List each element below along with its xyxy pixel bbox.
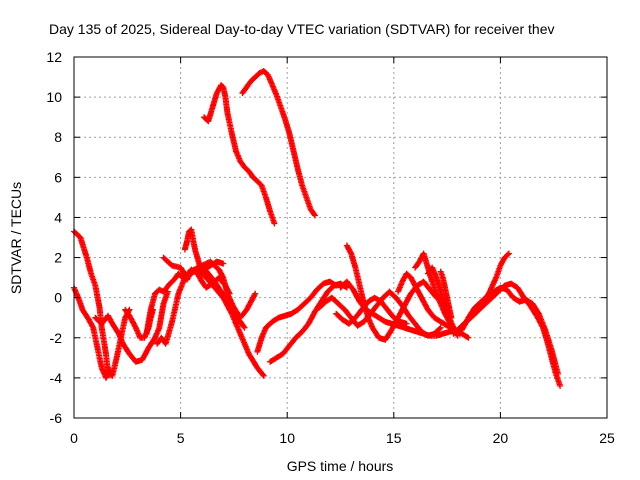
series-arc-17	[333, 294, 410, 327]
series-markers	[437, 268, 455, 321]
series-arc-10	[201, 82, 278, 227]
grid-lines	[74, 57, 607, 418]
series-arc-3	[92, 288, 171, 365]
x-tick-label: 15	[386, 430, 402, 446]
x-axis-label: GPS time / hours	[287, 458, 394, 474]
series-arc-24	[461, 250, 512, 327]
series-markers	[267, 280, 350, 365]
y-tick-label: 8	[54, 129, 62, 145]
y-tick-label: 4	[54, 209, 62, 225]
y-tick-label: 6	[54, 169, 62, 185]
x-tick-label: 20	[493, 430, 509, 446]
x-tick-label: 25	[599, 430, 615, 446]
chart-title: Day 135 of 2025, Sidereal Day-to-day VTE…	[49, 21, 555, 37]
series-arc-9	[198, 262, 248, 331]
series-markers	[201, 82, 278, 227]
series-markers	[333, 294, 410, 327]
series-arc-11	[239, 68, 318, 219]
y-tick-label: 2	[54, 250, 62, 266]
y-tick-label: -4	[50, 370, 63, 386]
series-markers	[343, 242, 440, 343]
plot-frame	[73, 56, 608, 419]
series-arc-12	[254, 278, 340, 355]
series-markers	[459, 284, 561, 377]
data-series	[71, 68, 564, 389]
series-arc-13	[267, 280, 350, 365]
y-tick-label: -6	[50, 410, 63, 426]
y-tick-label: 0	[54, 290, 62, 306]
y-tick-label: 12	[46, 49, 62, 65]
series-markers	[254, 278, 340, 355]
y-tick-label: -2	[50, 330, 63, 346]
series-markers	[198, 262, 248, 331]
y-tick-label: 10	[46, 89, 62, 105]
series-markers	[92, 288, 171, 365]
series-markers	[239, 68, 318, 219]
axis-ticks	[73, 56, 608, 419]
x-tick-label: 5	[177, 430, 185, 446]
x-tick-label: 10	[279, 430, 295, 446]
tick-labels: 0 5 10 15 20 25 -6 -4 -2 0 2 4 6 8 10 12	[46, 49, 615, 446]
series-arc-23	[459, 284, 561, 377]
series-markers	[461, 250, 512, 327]
y-axis-label: SDTVAR / TECUs	[8, 182, 24, 294]
series-arc-16	[343, 242, 440, 343]
series-arc-21	[437, 268, 455, 321]
x-tick-label: 0	[70, 430, 78, 446]
